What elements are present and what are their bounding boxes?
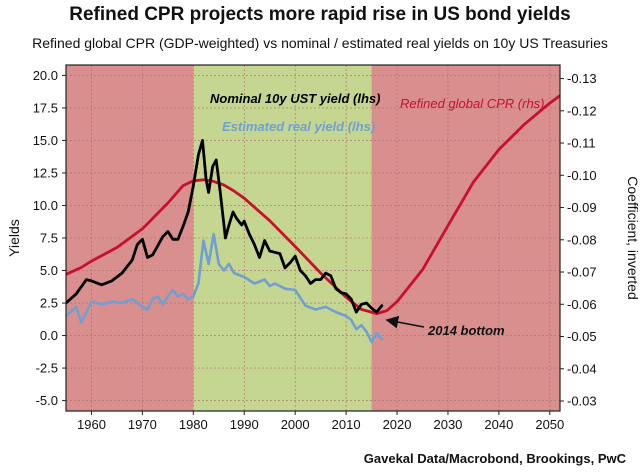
right-tick-label: -0.11: [567, 136, 596, 151]
x-tick-label: 2000: [281, 417, 310, 432]
refined-cpr-line: [66, 94, 560, 316]
left-tick-label: 12.5: [33, 165, 58, 180]
grid-lines: [66, 65, 560, 411]
left-tick-label: -2.5: [36, 361, 58, 376]
left-tick-label: 17.5: [33, 100, 58, 115]
annotation-2014-bottom: 2014 bottom: [427, 323, 505, 338]
left-tick-label: 20.0: [33, 68, 58, 83]
x-tick-label: 1980: [179, 417, 208, 432]
right-axis-ticks: -0.13 -0.12 -0.11 -0.10 -0.09 -0.08 -0.07 -0.06…: [560, 71, 597, 409]
left-tick-label: 10.0: [33, 198, 58, 213]
x-tick-label: 1970: [128, 417, 157, 432]
legend-label-cpr: Refined global CPR (rhs): [400, 96, 545, 111]
legend-label-real: Estimated real yield (lhs): [222, 119, 375, 134]
x-tick-label: 1990: [230, 417, 259, 432]
left-tick-label: 15.0: [33, 133, 58, 148]
right-tick-label: -0.05: [567, 329, 597, 344]
real-yield-line: [66, 232, 384, 344]
x-tick-label: 2030: [433, 417, 462, 432]
right-tick-label: -0.12: [567, 103, 597, 118]
nominal-yield-line: [66, 138, 384, 314]
source-note: Gavekal Data/Macrobond, Brookings, PwC: [363, 451, 626, 466]
annotation-arrow: [385, 315, 425, 329]
chart-subtitle: Refined global CPR (GDP-weighted) vs nom…: [32, 35, 608, 51]
y-axis-label: Yields: [6, 219, 22, 257]
left-axis-ticks: 20.0 17.5 15.0 12.5 10.0 7.5 5.0 2.5 0.0 -2.5 -5.0: [33, 68, 66, 408]
legend-label-nominal: Nominal 10y UST yield (lhs): [210, 91, 381, 106]
x-axis-ticks: 1960 1970 1980 1990 2000 2010 2020 2030 2040 2050: [77, 411, 564, 432]
left-tick-label: 5.0: [40, 263, 58, 278]
series-lines: [66, 94, 560, 344]
right-tick-label: -0.07: [567, 265, 597, 280]
right-tick-label: -0.03: [567, 394, 597, 409]
left-tick-label: 2.5: [40, 296, 58, 311]
y2-axis-label: Coefficient, inverted: [625, 176, 640, 299]
left-tick-label: 0.0: [40, 328, 58, 343]
chart-title: Refined CPR projects more rapid rise in …: [69, 4, 571, 25]
right-tick-label: -0.04: [567, 361, 597, 376]
x-tick-label: 2040: [484, 417, 513, 432]
left-tick-label: -5.0: [36, 393, 58, 408]
left-tick-label: 7.5: [40, 231, 58, 246]
x-tick-label: 2050: [535, 417, 564, 432]
right-tick-label: -0.08: [567, 232, 597, 247]
x-tick-label: 2010: [332, 417, 361, 432]
right-tick-label: -0.09: [567, 200, 597, 215]
x-tick-label: 1960: [77, 417, 106, 432]
right-tick-label: -0.10: [567, 168, 597, 183]
right-tick-label: -0.06: [567, 297, 597, 312]
right-tick-label: -0.13: [567, 71, 597, 86]
x-tick-label: 2020: [383, 417, 412, 432]
